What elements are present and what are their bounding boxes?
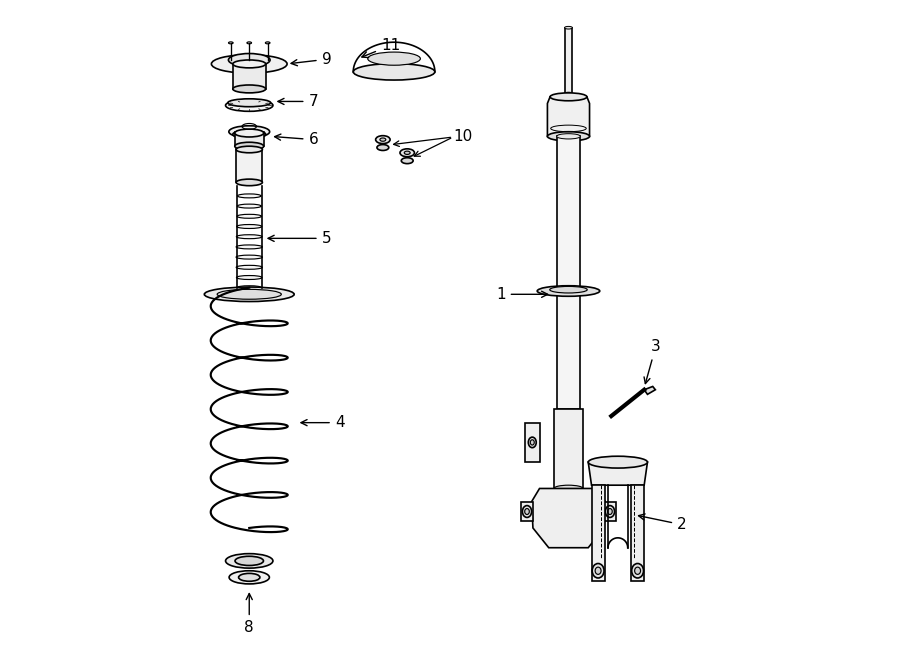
- Ellipse shape: [233, 85, 266, 93]
- Ellipse shape: [375, 136, 390, 143]
- Bar: [235, 132, 264, 146]
- Polygon shape: [644, 387, 655, 395]
- Ellipse shape: [217, 290, 282, 299]
- Ellipse shape: [554, 485, 583, 492]
- Polygon shape: [604, 502, 616, 522]
- Ellipse shape: [212, 55, 287, 73]
- Ellipse shape: [237, 214, 262, 218]
- Ellipse shape: [528, 437, 536, 447]
- Ellipse shape: [525, 508, 529, 514]
- Ellipse shape: [235, 142, 264, 150]
- Ellipse shape: [634, 567, 641, 574]
- Ellipse shape: [547, 132, 590, 141]
- Polygon shape: [591, 485, 605, 580]
- Bar: [556, 136, 581, 409]
- Ellipse shape: [233, 60, 266, 68]
- Ellipse shape: [550, 93, 587, 100]
- Ellipse shape: [235, 557, 264, 565]
- Ellipse shape: [404, 151, 410, 155]
- Ellipse shape: [608, 508, 612, 514]
- Ellipse shape: [400, 149, 415, 157]
- Ellipse shape: [230, 570, 269, 584]
- Ellipse shape: [237, 276, 262, 280]
- Text: 4: 4: [301, 415, 345, 430]
- Bar: [236, 149, 263, 182]
- Ellipse shape: [236, 245, 262, 249]
- Ellipse shape: [237, 235, 262, 239]
- Ellipse shape: [226, 99, 273, 111]
- Ellipse shape: [353, 63, 435, 80]
- Ellipse shape: [236, 255, 263, 259]
- Ellipse shape: [589, 456, 647, 468]
- Ellipse shape: [228, 98, 271, 106]
- Ellipse shape: [266, 42, 270, 44]
- Polygon shape: [589, 462, 647, 485]
- Text: 7: 7: [278, 94, 318, 109]
- Ellipse shape: [235, 129, 264, 137]
- Text: 5: 5: [268, 231, 331, 246]
- Ellipse shape: [401, 158, 413, 164]
- Ellipse shape: [236, 265, 262, 269]
- Ellipse shape: [238, 573, 260, 581]
- Text: 1: 1: [496, 287, 548, 302]
- Ellipse shape: [204, 287, 294, 301]
- Ellipse shape: [564, 26, 572, 29]
- Ellipse shape: [595, 567, 601, 574]
- Text: 6: 6: [274, 132, 319, 147]
- Ellipse shape: [229, 54, 270, 66]
- Ellipse shape: [550, 286, 587, 293]
- Bar: [554, 409, 583, 488]
- Polygon shape: [532, 488, 606, 548]
- Bar: [525, 422, 539, 462]
- Ellipse shape: [368, 52, 420, 65]
- Ellipse shape: [530, 440, 535, 445]
- Ellipse shape: [592, 564, 604, 578]
- Text: 3: 3: [644, 340, 661, 383]
- Ellipse shape: [238, 194, 261, 198]
- Ellipse shape: [564, 93, 572, 95]
- Polygon shape: [631, 485, 644, 580]
- Text: 11: 11: [362, 38, 400, 58]
- Ellipse shape: [233, 130, 266, 139]
- Ellipse shape: [606, 506, 615, 518]
- Ellipse shape: [522, 506, 532, 518]
- Ellipse shape: [537, 286, 599, 296]
- Bar: [564, 28, 572, 94]
- Text: 9: 9: [291, 52, 331, 67]
- Bar: [233, 64, 266, 89]
- Ellipse shape: [229, 42, 233, 44]
- Ellipse shape: [380, 138, 386, 141]
- Ellipse shape: [237, 286, 262, 290]
- Ellipse shape: [247, 42, 251, 44]
- Polygon shape: [521, 502, 533, 522]
- Ellipse shape: [377, 145, 389, 151]
- Ellipse shape: [229, 126, 270, 137]
- Ellipse shape: [236, 179, 263, 186]
- Ellipse shape: [632, 564, 644, 578]
- Ellipse shape: [238, 204, 261, 208]
- Text: 2: 2: [638, 514, 687, 532]
- Ellipse shape: [556, 134, 581, 139]
- Ellipse shape: [226, 554, 273, 568]
- Text: 8: 8: [245, 594, 254, 635]
- Text: 10: 10: [454, 130, 473, 145]
- Ellipse shape: [237, 225, 262, 229]
- Ellipse shape: [236, 146, 263, 153]
- Polygon shape: [547, 97, 590, 136]
